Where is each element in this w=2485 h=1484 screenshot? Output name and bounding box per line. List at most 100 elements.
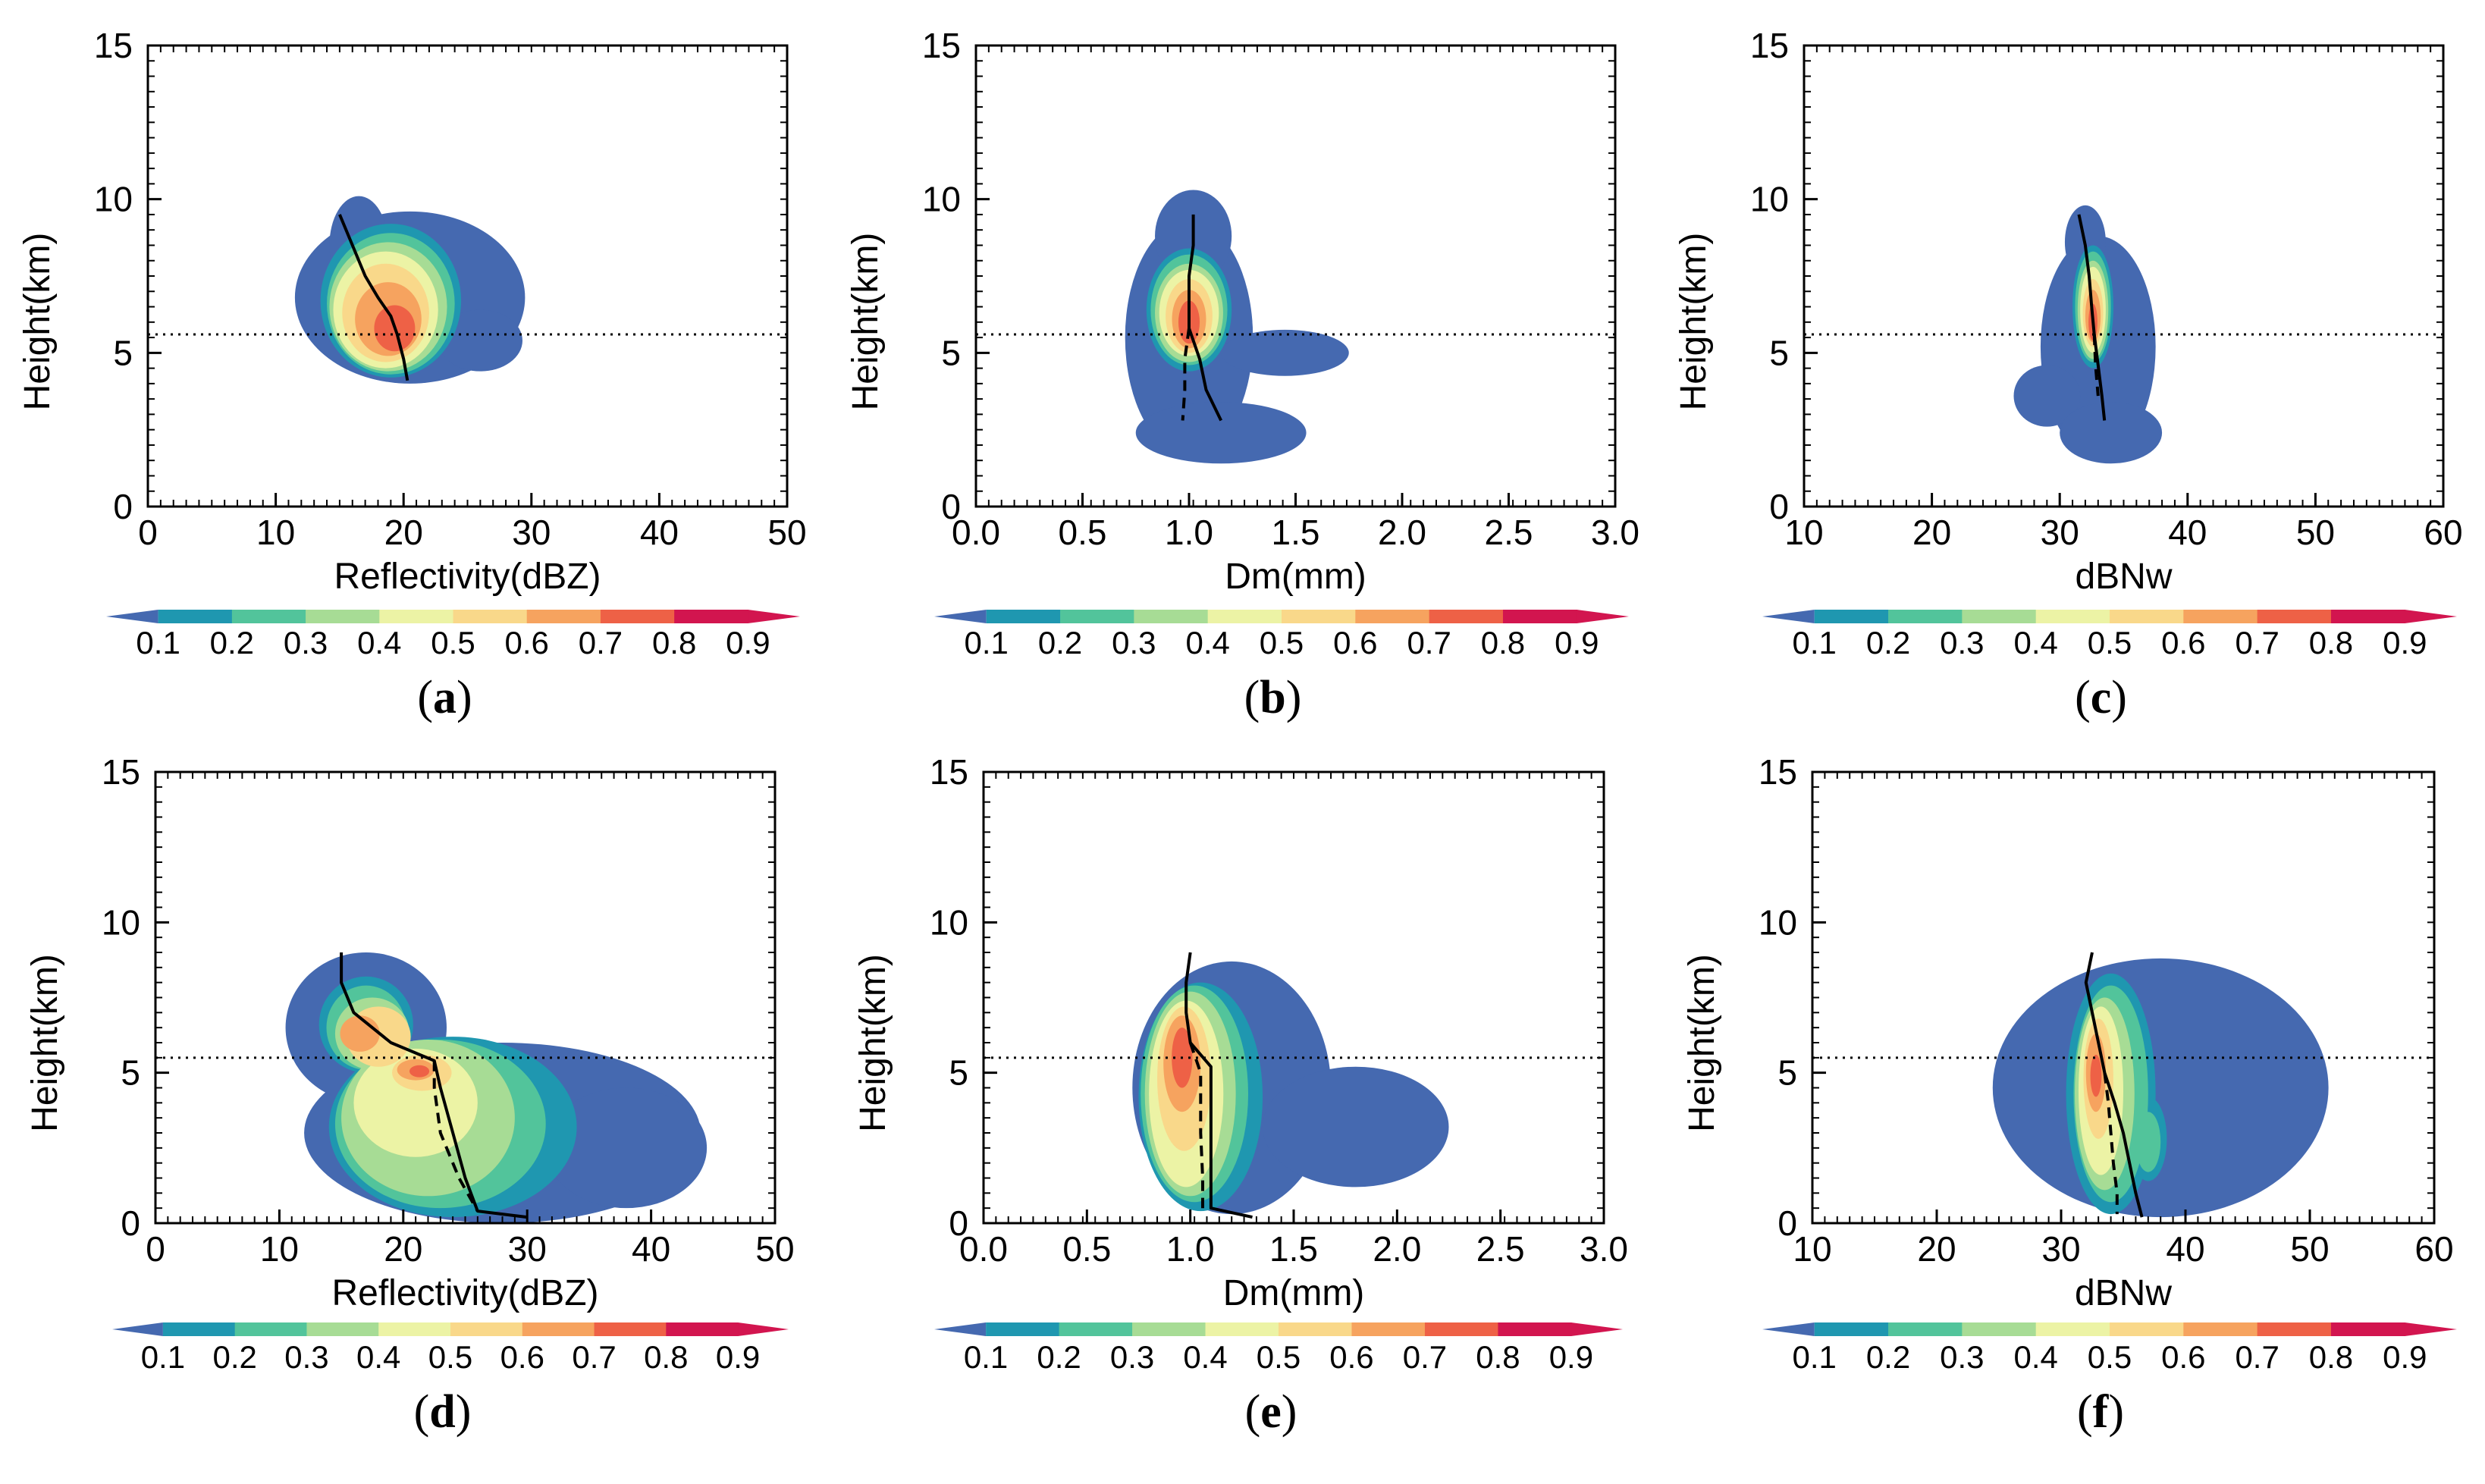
colorbar-tick-label: 0.2: [1866, 625, 1910, 660]
colorbar-tick-label: 0.8: [2309, 1339, 2353, 1375]
x-tick-label: 40: [2166, 1229, 2204, 1269]
colorbar-tick-label: 0.1: [1793, 625, 1837, 660]
median-profile-line: [1188, 1042, 1204, 1209]
colorbar-segment: [1351, 1322, 1426, 1336]
panel-label: (a): [417, 672, 472, 723]
colorbar-tick-label: 0.3: [1940, 625, 1984, 660]
colorbar-segment: [2110, 610, 2184, 623]
x-tick-label: 3.0: [1591, 513, 1639, 552]
x-tick-label: 30: [2041, 513, 2079, 552]
colorbar-segment: [2330, 1322, 2405, 1336]
colorbar-segment: [2110, 1322, 2184, 1336]
x-tick-label: 30: [512, 513, 551, 552]
colorbar-segment: [2330, 610, 2405, 623]
colorbar-right-extend: [2405, 1322, 2457, 1336]
x-tick-label: 1.0: [1166, 1229, 1215, 1269]
colorbar-tick-label: 0.6: [2161, 1339, 2205, 1375]
colorbar-segment: [2257, 610, 2332, 623]
median-profile-line: [2103, 1072, 2119, 1215]
colorbar-segment: [1059, 1322, 1133, 1336]
colorbar-segment: [162, 1322, 236, 1336]
colorbar-tick-label: 0.1: [141, 1339, 185, 1375]
colorbar: 0.1 0.2 0.3 0.4 0.5 0.6 0.7 0.8 0.9: [934, 1322, 1623, 1375]
colorbar-segment: [1134, 610, 1209, 623]
colorbar-segment: [379, 610, 453, 623]
x-axis-label: dBNw: [2075, 557, 2172, 597]
y-axis-label: Height(km): [17, 233, 58, 411]
colorbar-segment: [1424, 1322, 1498, 1336]
colorbar-tick-label: 0.1: [136, 625, 180, 660]
contour-fill-level-8: [409, 1065, 430, 1078]
colorbar-segment: [1282, 610, 1356, 623]
colorbar-tick-label: 0.2: [210, 625, 254, 660]
contour-fills: [285, 952, 708, 1223]
colorbar-tick-label: 0.7: [572, 1339, 616, 1375]
y-axis-label: Height(km): [853, 954, 893, 1132]
contour-fill-level-1: [545, 1087, 708, 1209]
x-tick-label: 0.5: [1059, 513, 1107, 552]
colorbar-segment: [594, 1322, 667, 1336]
x-tick-label: 0: [146, 1229, 165, 1269]
colorbar-tick-label: 0.7: [2235, 1339, 2279, 1375]
colorbar: 0.1 0.2 0.3 0.4 0.5 0.6 0.7 0.8 0.9: [1762, 610, 2457, 660]
colorbar-tick-label: 0.4: [2013, 1339, 2057, 1375]
mean-profile-line: [338, 214, 409, 381]
colorbar-tick-label: 0.2: [1866, 1339, 1910, 1375]
y-tick-label: 5: [949, 1053, 968, 1093]
y-tick-label: 0: [941, 487, 961, 526]
x-axis-label: Reflectivity(dBZ): [331, 1273, 598, 1313]
colorbar-segment: [306, 610, 380, 623]
panel-e: 0.0 0.5 1.0 1.5 2.0 2.5 3.0 0 5 10 15 Dm(mm) Height(…: [853, 752, 1628, 1438]
y-tick-label: 15: [1750, 26, 1789, 65]
colorbar-left-extend: [1762, 1322, 1815, 1336]
panel-d: 0 10 20 30 40 50 0 5 10 15 Reflectivity(dBZ) Height…: [25, 752, 795, 1438]
y-tick-label: 5: [121, 1053, 140, 1093]
y-tick-label: 0: [949, 1203, 968, 1243]
colorbar-tick-label: 0.5: [2088, 625, 2132, 660]
colorbar-tick-label: 0.7: [1407, 625, 1451, 660]
mean-profile-line: [1188, 214, 1222, 422]
x-tick-label: 50: [767, 513, 806, 552]
x-tick-label: 30: [2041, 1229, 2080, 1269]
x-tick-label: 50: [2290, 1229, 2329, 1269]
colorbar-right-extend: [1577, 610, 1629, 623]
colorbar-tick-label: 0.5: [428, 1339, 472, 1375]
x-tick-label: 20: [1912, 513, 1951, 552]
panel-label: (d): [414, 1386, 472, 1438]
x-tick-label: 60: [2414, 1229, 2453, 1269]
contour-fill-level-1: [1263, 1066, 1449, 1188]
x-tick-label: 1.5: [1272, 513, 1320, 552]
x-tick-label: 2.0: [1373, 1229, 1421, 1269]
contour-fill-level-7: [340, 1015, 380, 1052]
colorbar-segment: [986, 610, 1061, 623]
colorbar-segment: [1502, 610, 1577, 623]
colorbar-tick-label: 0.8: [2309, 625, 2353, 660]
colorbar-segment: [1962, 1322, 2037, 1336]
colorbar-tick-label: 0.2: [212, 1339, 256, 1375]
colorbar-segment: [1814, 1322, 1889, 1336]
colorbar-tick-label: 0.4: [1183, 1339, 1227, 1375]
y-axis-label: Height(km): [25, 954, 65, 1132]
colorbar-tick-label: 0.8: [652, 625, 696, 660]
colorbar-tick-label: 0.2: [1037, 1339, 1081, 1375]
x-tick-label: 20: [384, 1229, 422, 1269]
colorbar-segment: [2035, 610, 2110, 623]
x-axis-label: Reflectivity(dBZ): [334, 557, 601, 597]
colorbar-segment: [378, 1322, 451, 1336]
colorbar-tick-label: 0.9: [716, 1339, 760, 1375]
colorbar-left-extend: [112, 1322, 163, 1336]
y-tick-label: 10: [1759, 902, 1797, 942]
x-tick-label: 2.0: [1378, 513, 1426, 552]
colorbar: 0.1 0.2 0.3 0.4 0.5 0.6 0.7 0.8 0.9: [112, 1322, 789, 1375]
colorbar-tick-label: 0.4: [357, 625, 401, 660]
colorbar-tick-label: 0.6: [500, 1339, 544, 1375]
y-tick-label: 0: [1777, 1203, 1797, 1243]
colorbar-tick-label: 0.6: [1333, 625, 1377, 660]
contour-fill-level-1: [2013, 365, 2081, 427]
x-tick-label: 10: [1784, 513, 1823, 552]
colorbar-tick-label: 0.5: [2088, 1339, 2132, 1375]
y-tick-label: 15: [102, 752, 140, 792]
colorbar-segment: [1060, 610, 1134, 623]
y-tick-label: 15: [94, 26, 133, 65]
